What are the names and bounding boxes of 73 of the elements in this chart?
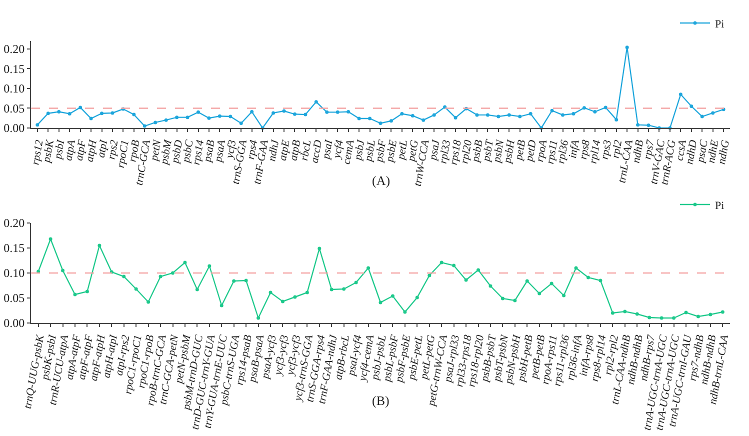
point (390, 294, 394, 298)
point (562, 294, 566, 298)
point (158, 274, 162, 278)
y-tick-label: 0.15 (4, 62, 25, 76)
point (488, 284, 492, 288)
point (635, 312, 639, 316)
x-tick-label: rpoA (534, 138, 550, 163)
y-tick-label: 0.20 (4, 42, 25, 56)
point (525, 279, 529, 283)
point (672, 316, 676, 320)
point (403, 310, 407, 314)
point (330, 288, 334, 292)
point (293, 295, 297, 299)
x-tick-label: atpA (62, 138, 78, 162)
point (61, 268, 65, 272)
point (280, 300, 284, 304)
point (586, 276, 590, 280)
point (244, 278, 248, 282)
point (708, 312, 712, 316)
point (538, 292, 542, 296)
point (428, 274, 432, 278)
point (696, 314, 700, 318)
point (550, 282, 554, 286)
point (366, 266, 370, 270)
y-tick-label: 0.15 (4, 241, 25, 256)
point (452, 264, 456, 268)
point (660, 316, 664, 320)
point (171, 271, 175, 275)
point (598, 278, 602, 282)
y-tick-label: 0.05 (4, 101, 25, 116)
point (378, 300, 382, 304)
text: (B) (372, 393, 390, 408)
y-tick-label: 0.05 (4, 291, 25, 306)
point (684, 310, 688, 314)
point (208, 264, 212, 268)
text: (A) (372, 173, 390, 188)
y-tick-label: 0.10 (4, 266, 25, 280)
point (98, 244, 102, 248)
point (720, 310, 724, 314)
point (122, 274, 126, 278)
point (476, 268, 480, 272)
point (464, 278, 468, 282)
legend-label: Pi (715, 18, 724, 30)
point (318, 246, 322, 250)
x-tick-label: rps3 (598, 138, 614, 160)
point (500, 296, 504, 300)
point (256, 316, 260, 320)
point (73, 292, 77, 296)
point (623, 310, 627, 314)
y-tick-label: 0.00 (4, 316, 25, 330)
point (342, 287, 346, 291)
point (305, 290, 309, 294)
point (440, 260, 444, 264)
point (146, 300, 150, 304)
point (232, 279, 236, 283)
x-tick-label: infA (566, 138, 582, 160)
point (134, 287, 138, 291)
point (220, 304, 224, 308)
y-tick-label: 0.00 (4, 121, 25, 136)
y-tick-label: 0.10 (4, 82, 25, 96)
point (415, 296, 419, 300)
point (268, 290, 272, 294)
legend-label: Pi (715, 200, 724, 212)
point (574, 266, 578, 270)
point (354, 280, 358, 284)
point (183, 260, 187, 264)
point (48, 237, 52, 241)
point (648, 316, 652, 320)
point (85, 290, 89, 294)
point (513, 298, 517, 302)
point (195, 288, 199, 292)
y-tick-label: 0.20 (4, 216, 25, 230)
point (610, 311, 614, 315)
